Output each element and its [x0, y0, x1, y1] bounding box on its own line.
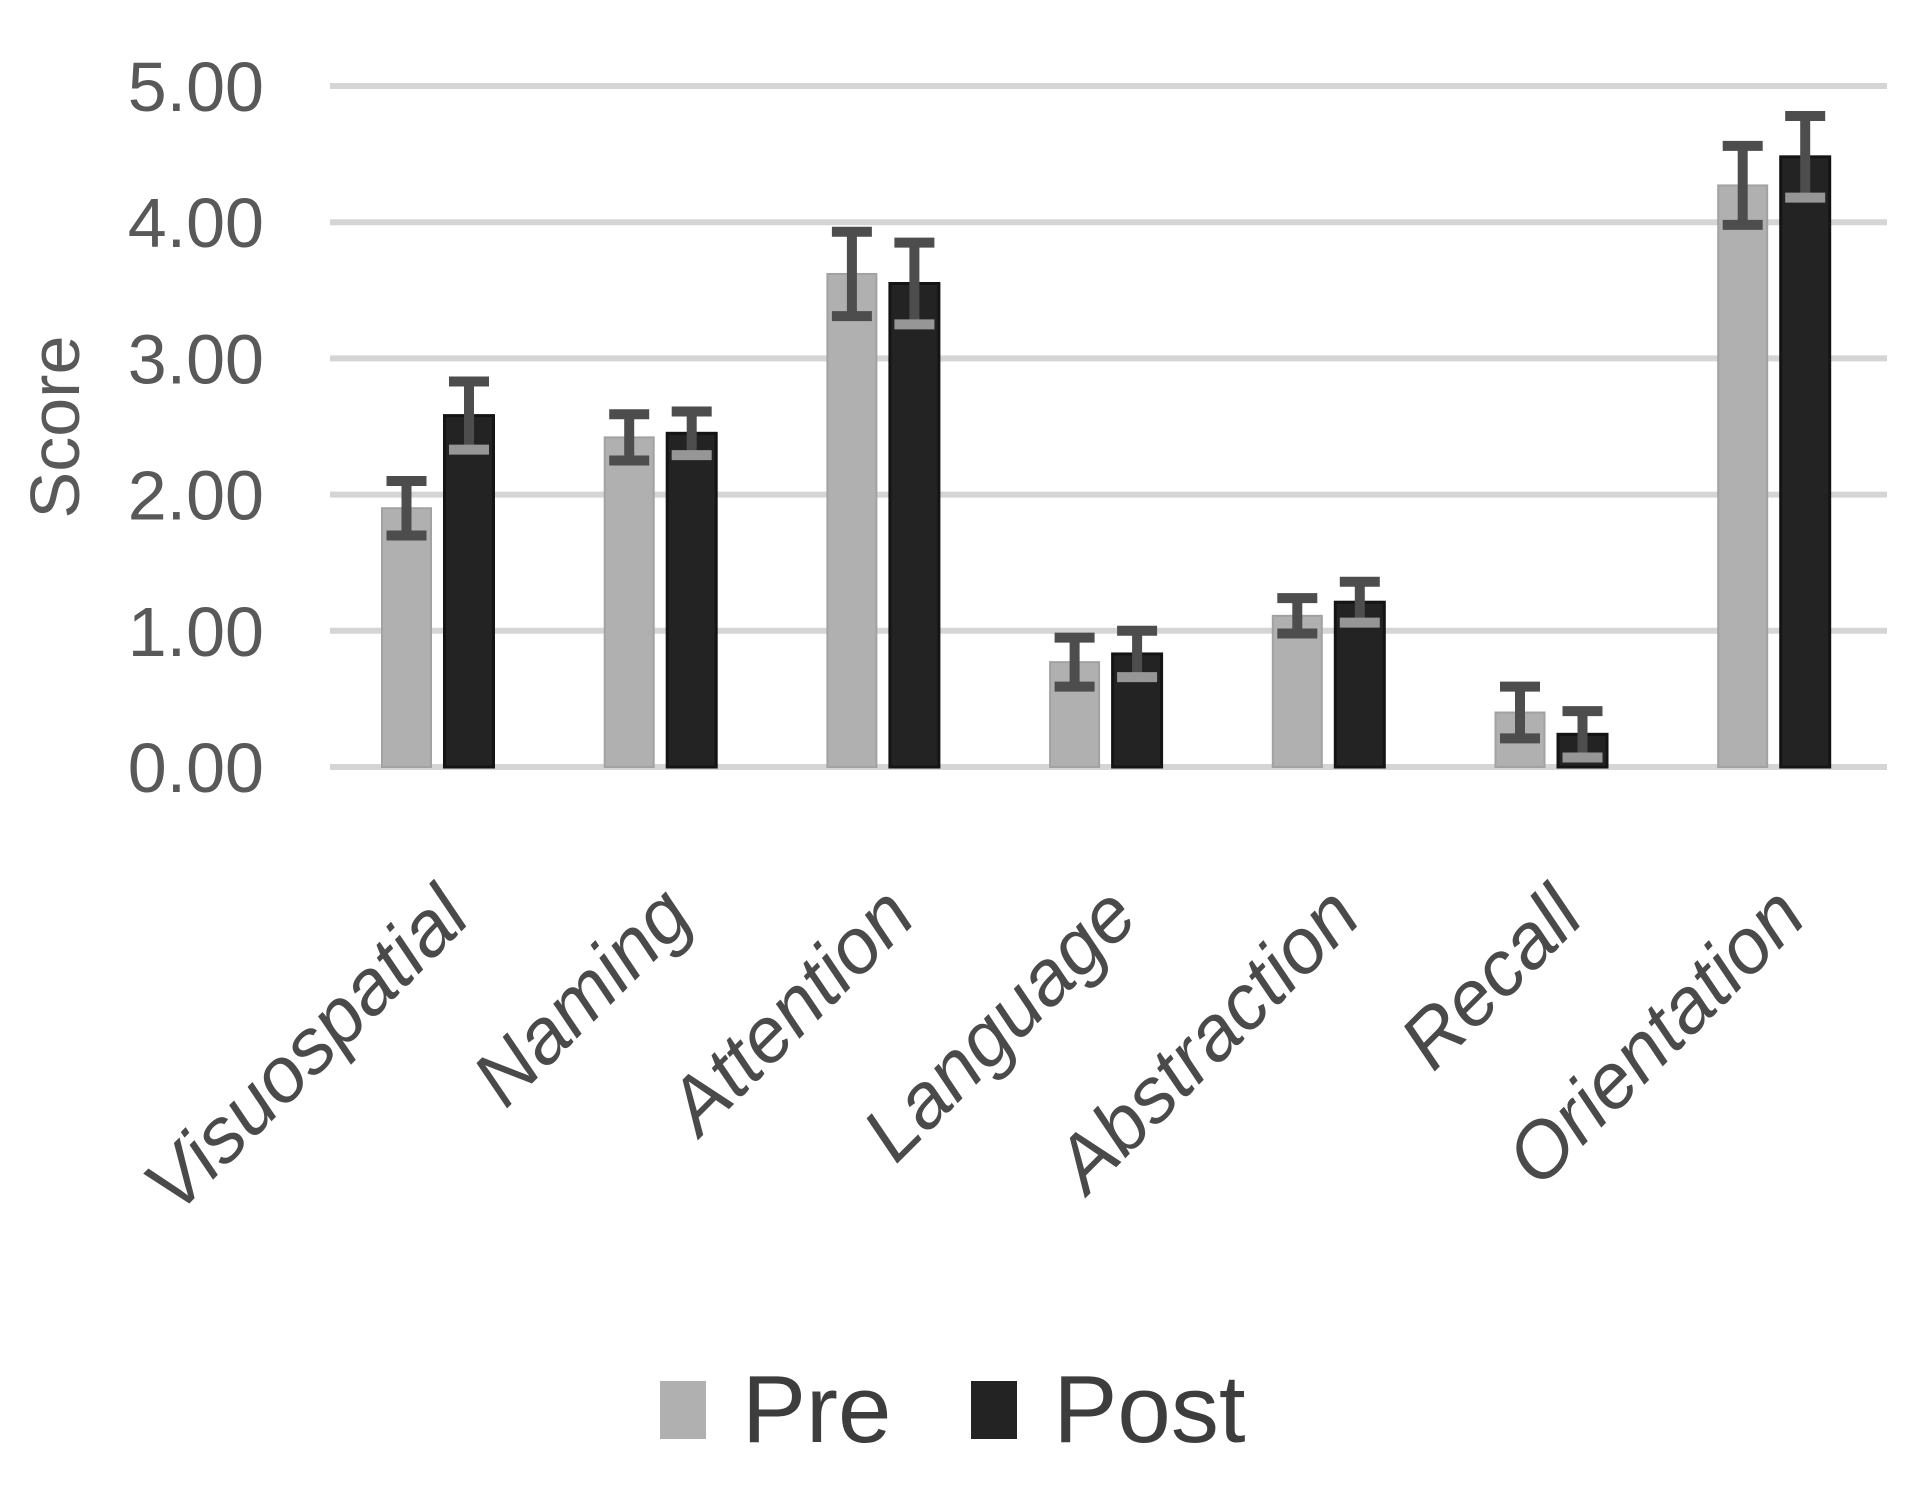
y-tick-label: 3.00 [128, 320, 264, 398]
legend-swatch-post-icon [971, 1381, 1018, 1439]
y-tick-label: 4.00 [128, 184, 264, 262]
bar-pre-visuospatial [381, 507, 432, 768]
bar-post-visuospatial [443, 414, 495, 769]
legend-item-pre: Pre [660, 1362, 891, 1458]
legend: Pre Post [660, 1362, 1245, 1458]
y-tick-label: 2.00 [128, 457, 264, 535]
legend-label-post: Post [1053, 1356, 1246, 1463]
bar-post-attention [888, 281, 941, 769]
legend-item-post: Post [971, 1362, 1245, 1458]
legend-label-pre: Pre [742, 1356, 892, 1463]
bar-pre-orientation [1717, 184, 1769, 768]
bar-post-naming [665, 431, 718, 769]
bar-pre-attention [826, 272, 878, 768]
y-tick-label: 5.00 [128, 48, 264, 126]
y-tick-label: 0.00 [128, 729, 264, 807]
bar-pre-abstraction [1271, 614, 1323, 768]
y-tick-label: 1.00 [128, 593, 264, 671]
legend-swatch-pre-icon [660, 1381, 706, 1439]
bar-post-orientation [1779, 155, 1832, 769]
y-axis-title: Score [16, 335, 94, 519]
category-label-visuospatial: Visuospatial [126, 868, 487, 1229]
bar-pre-naming [603, 436, 655, 768]
category-label-recall: Recall [1383, 868, 1600, 1085]
